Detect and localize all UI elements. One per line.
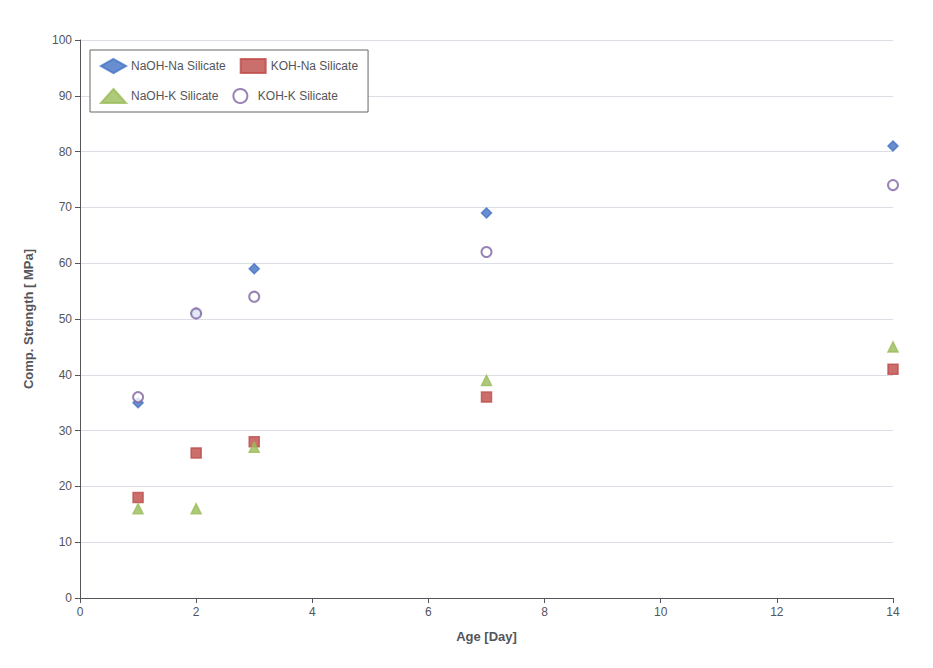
svg-text:NaOH-K Silicate: NaOH-K Silicate xyxy=(131,89,219,103)
svg-text:10: 10 xyxy=(59,535,73,549)
svg-text:0: 0 xyxy=(65,591,72,605)
svg-text:60: 60 xyxy=(59,256,73,270)
svg-text:KOH-Na Silicate: KOH-Na Silicate xyxy=(271,59,359,73)
svg-text:70: 70 xyxy=(59,200,73,214)
svg-text:90: 90 xyxy=(59,89,73,103)
svg-text:20: 20 xyxy=(59,479,73,493)
svg-text:30: 30 xyxy=(59,424,73,438)
svg-text:0: 0 xyxy=(77,605,84,619)
svg-text:80: 80 xyxy=(59,145,73,159)
svg-text:12: 12 xyxy=(770,605,784,619)
svg-text:50: 50 xyxy=(59,312,73,326)
svg-text:Comp. Strength [ MPa]: Comp. Strength [ MPa] xyxy=(21,249,36,389)
svg-text:Age [Day]: Age [Day] xyxy=(456,629,517,644)
svg-text:6: 6 xyxy=(425,605,432,619)
svg-text:40: 40 xyxy=(59,368,73,382)
svg-text:8: 8 xyxy=(541,605,548,619)
svg-text:KOH-K Silicate: KOH-K Silicate xyxy=(258,89,338,103)
svg-text:NaOH-Na Silicate: NaOH-Na Silicate xyxy=(131,59,226,73)
svg-text:14: 14 xyxy=(886,605,900,619)
svg-text:100: 100 xyxy=(52,33,72,47)
svg-text:4: 4 xyxy=(309,605,316,619)
svg-text:10: 10 xyxy=(654,605,668,619)
svg-text:2: 2 xyxy=(193,605,200,619)
